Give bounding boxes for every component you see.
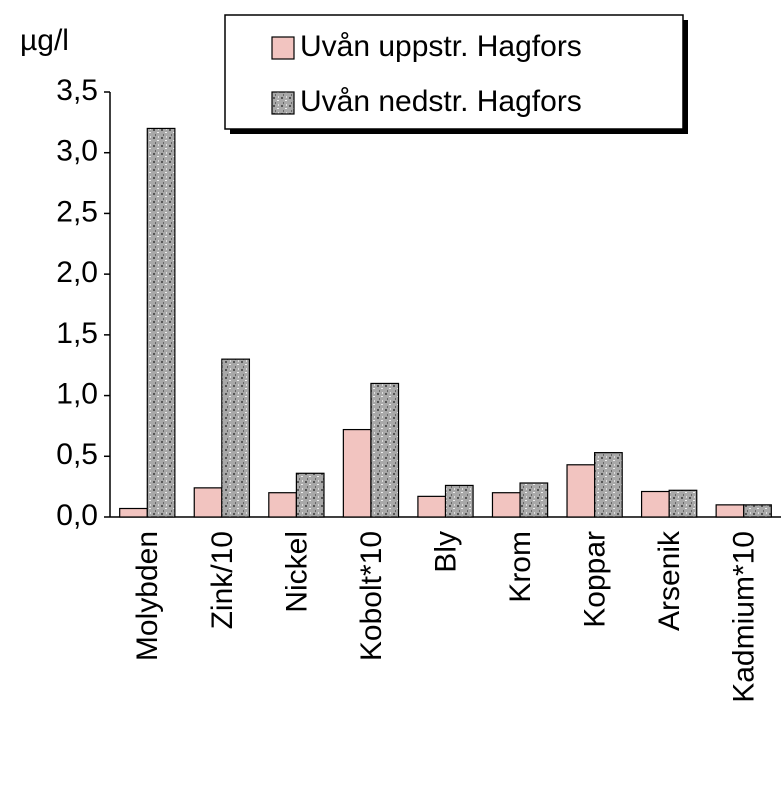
y-tick-label: 1,0 — [56, 377, 98, 410]
bar — [640, 490, 670, 518]
bar — [221, 358, 251, 518]
bar — [417, 495, 447, 518]
legend-box — [224, 14, 684, 130]
y-tick-label: 1,5 — [56, 317, 98, 350]
legend-swatch — [271, 36, 295, 60]
x-tick-label: Kadmium*10 — [728, 531, 761, 703]
bar — [594, 452, 623, 518]
x-tick-label: Bly — [429, 531, 462, 573]
bar — [566, 464, 596, 518]
bar — [715, 504, 745, 518]
legend-swatch — [271, 91, 295, 115]
y-tick-label: 2,5 — [56, 195, 98, 228]
x-tick-label: Krom — [504, 531, 537, 603]
y-axis-label: µg/l — [20, 24, 69, 57]
x-tick-label: Nickel — [280, 531, 313, 613]
bar — [370, 382, 400, 518]
bar — [146, 127, 176, 518]
y-tick-label: 2,0 — [56, 256, 98, 289]
x-tick-label: Molybden — [131, 531, 164, 661]
x-tick-label: Koppar — [579, 531, 612, 628]
bar — [119, 507, 148, 518]
y-tick-label: 3,0 — [56, 135, 98, 168]
y-tick-label: 3,5 — [56, 74, 98, 107]
bar — [519, 482, 549, 518]
bar — [342, 428, 372, 518]
legend-label: Uvån nedstr. Hagfors — [300, 85, 582, 118]
bar — [268, 492, 297, 518]
bar — [491, 492, 521, 518]
bar — [743, 504, 772, 518]
x-tick-label: Zink/10 — [206, 531, 239, 629]
bar — [193, 487, 223, 518]
bar — [444, 484, 474, 518]
y-tick-label: 0,5 — [56, 438, 98, 471]
y-tick-label: 0,0 — [56, 499, 98, 532]
x-tick-label: Arsenik — [653, 530, 686, 631]
bar — [295, 472, 325, 518]
legend: Uvån uppstr. Hagfors Uvån nedstr. Hagfors — [224, 14, 688, 134]
bar — [668, 489, 698, 518]
x-tick-label: Kobolt*10 — [355, 531, 388, 661]
legend-label: Uvån uppstr. Hagfors — [300, 30, 582, 63]
